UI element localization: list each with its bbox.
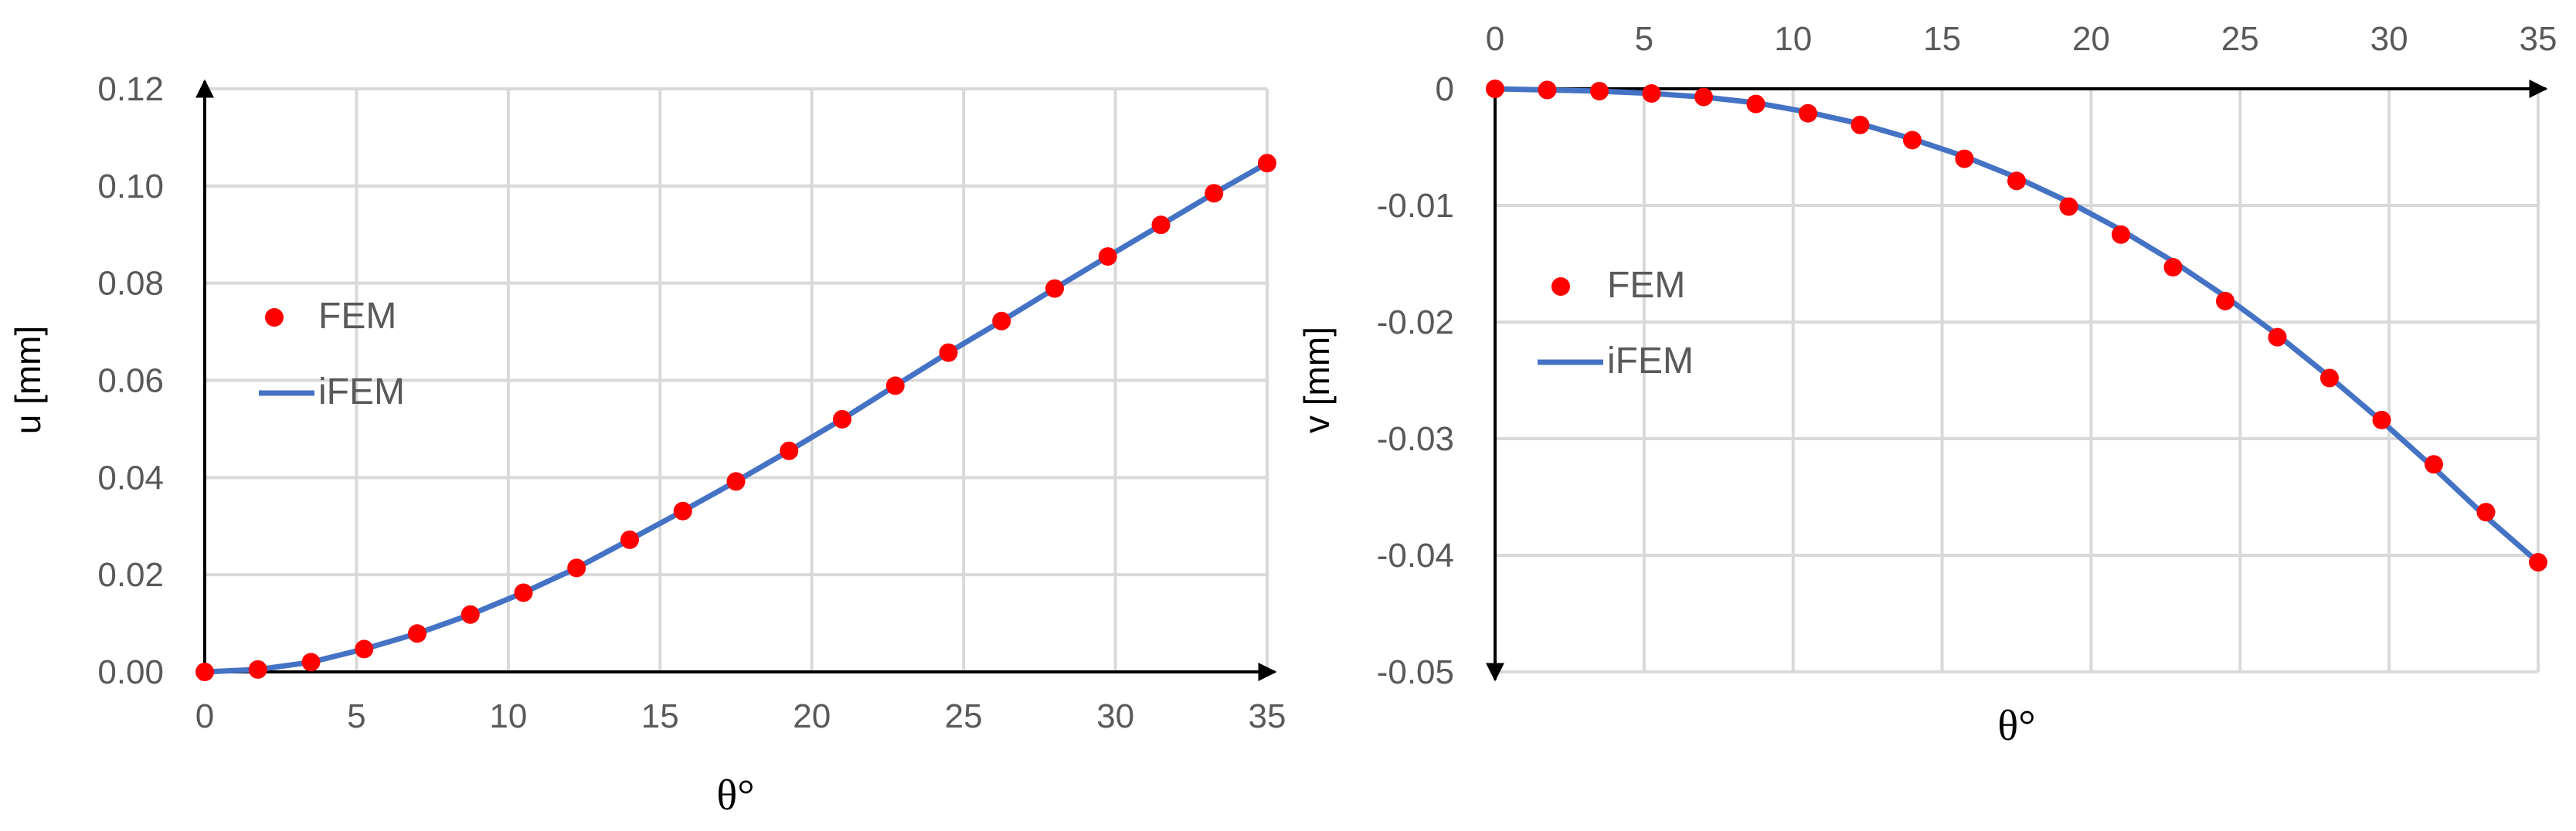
chart0-fem-point xyxy=(833,409,851,429)
chart1-legend-label: iFEM xyxy=(1607,341,1694,382)
chart0-legend-label: FEM xyxy=(318,296,396,337)
chart1-x-tick-label: 0 xyxy=(1486,20,1504,58)
chart0-fem-point xyxy=(567,558,586,578)
chart0-fem-point xyxy=(1205,184,1224,203)
chart0-series-ifem-line xyxy=(204,161,1269,675)
chart0-fem-point xyxy=(992,311,1011,331)
chart1-fem-point xyxy=(1590,82,1609,101)
chart0-fem-point xyxy=(1151,215,1171,235)
chart0-fem-point xyxy=(514,583,533,602)
chart1-x-tick-label: 30 xyxy=(2370,20,2408,58)
chart1-fem-point xyxy=(2476,503,2496,522)
chart1-y-tick-label: -0.03 xyxy=(1377,420,1454,458)
chart1-fem-point xyxy=(1538,80,1557,100)
chart1-y-tick-label: -0.01 xyxy=(1377,187,1454,225)
chart0-fem-point xyxy=(726,472,746,491)
chart0-fem-point xyxy=(248,660,267,679)
chart1-fem-point xyxy=(1799,103,1817,123)
chart0-y-tick-label: 0.02 xyxy=(97,556,164,594)
chart0-fem-point xyxy=(1258,154,1276,173)
chart1-fem-point xyxy=(1642,84,1661,103)
chart1-fem-point xyxy=(1486,80,1504,98)
chart0-y-tick-label: 0.00 xyxy=(97,653,164,691)
chart1-fem-point xyxy=(1746,94,1765,114)
chart0-fem-point xyxy=(673,501,692,521)
chart1-fem-point xyxy=(2425,455,2443,474)
chart0-x-tick-label: 30 xyxy=(1096,697,1134,735)
chart1-fem-point xyxy=(2163,258,2183,277)
chart0-fem-point xyxy=(195,663,214,681)
chart1-y-axis-title: v [mm] xyxy=(1296,327,1337,433)
chart1-fem-point xyxy=(2268,327,2287,347)
chart0-x-axis-title: θ° xyxy=(716,772,754,819)
chart1-fem-point xyxy=(2059,197,2078,216)
chart0-y-tick-label: 0.04 xyxy=(97,459,164,497)
chart1-series-ifem-line xyxy=(1494,86,2540,565)
chart0-fem-point xyxy=(355,639,374,659)
chart1-x-tick-label: 25 xyxy=(2221,20,2259,58)
chart0-x-tick-label: 15 xyxy=(641,697,679,735)
chart0-fem-point xyxy=(939,343,958,362)
chart0-x-tick-label: 0 xyxy=(195,697,214,735)
chart0-x-tick-label: 25 xyxy=(945,697,983,735)
chart1-y-tick-label: -0.04 xyxy=(1377,537,1454,575)
chart0-x-tick-label: 20 xyxy=(793,697,831,735)
chart0-fem-point xyxy=(301,653,321,672)
chart1-y-tick-label: -0.02 xyxy=(1377,304,1454,341)
chart0-fem-point xyxy=(780,441,799,460)
chart0-y-tick-label: 0.10 xyxy=(97,168,164,205)
chart0-y-tick-label: 0.12 xyxy=(97,70,164,108)
chart1-y-tick-label: -0.05 xyxy=(1377,653,1454,691)
chart0-legend-fem-marker xyxy=(265,308,284,327)
chart0-x-tick-label: 35 xyxy=(1249,697,1286,735)
chart1-x-tick-label: 10 xyxy=(1774,20,1812,58)
chart1-legend-label: FEM xyxy=(1607,265,1685,306)
chart0-fem-point xyxy=(1098,247,1117,266)
chart1-legend-fem-marker xyxy=(1551,277,1570,296)
chart1-fem-point xyxy=(2320,368,2339,388)
chart0-legend-label: iFEM xyxy=(318,371,405,412)
chart0-y-tick-label: 0.08 xyxy=(97,265,164,303)
chart1-fem-point xyxy=(2112,225,2130,244)
chart1-fem-point xyxy=(1955,149,1974,168)
chart1-y-tick-label: 0 xyxy=(1436,70,1454,108)
chart0-x-tick-label: 5 xyxy=(347,697,365,735)
chart1-x-tick-label: 15 xyxy=(1923,20,1961,58)
chart1-x-tick-label: 20 xyxy=(2072,20,2110,58)
chart0-fem-point xyxy=(408,624,427,643)
chart1-fem-point xyxy=(1850,115,1870,134)
chart0-fem-point xyxy=(885,376,905,395)
chart1-fem-point xyxy=(2372,410,2391,429)
chart0-fem-point xyxy=(620,530,639,549)
chart0-fem-point xyxy=(460,605,480,624)
chart0-y-axis-title: u [mm] xyxy=(8,326,48,435)
chart1-fem-point xyxy=(1903,131,1922,150)
chart0-y-tick-label: 0.06 xyxy=(97,362,164,400)
chart1-fem-point xyxy=(2007,171,2026,191)
chart1-fem-point xyxy=(2529,553,2547,572)
chart0-fem-point xyxy=(1045,279,1064,298)
chart1-fem-point xyxy=(2216,291,2234,310)
chart0-x-tick-label: 10 xyxy=(489,697,527,735)
chart1-x-tick-label: 35 xyxy=(2520,20,2557,58)
chart1-fem-point xyxy=(1694,87,1713,107)
chart1-x-axis-title: θ° xyxy=(1997,702,2035,750)
chart1-x-tick-label: 5 xyxy=(1635,20,1653,58)
